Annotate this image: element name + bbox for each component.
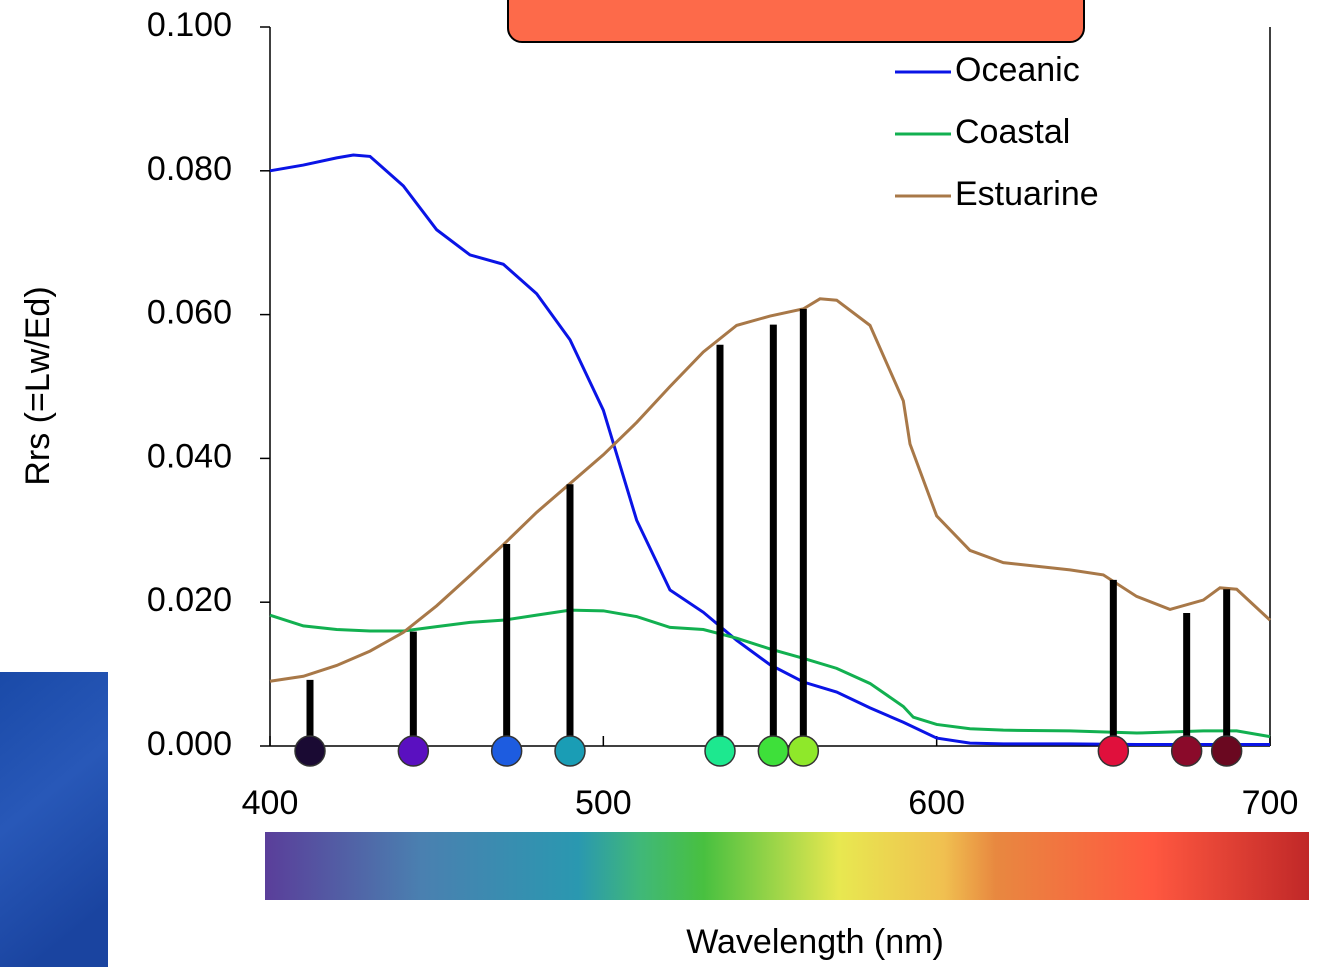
series-line (269, 153, 1270, 747)
band-marker (490, 735, 523, 767)
x-tick-label: 600 (908, 784, 965, 822)
legend-label: Coastal (955, 113, 1070, 151)
title-box (507, 0, 1085, 43)
band-marker (1210, 735, 1243, 767)
band-marker (1170, 735, 1203, 767)
spectrum-bar (265, 832, 1309, 900)
legend-label: Oceanic (955, 51, 1080, 89)
legend-label: Estuarine (955, 175, 1099, 213)
band-marker (757, 735, 790, 767)
series-line (269, 297, 1272, 683)
x-axis-label: Wavelength (nm) (686, 923, 944, 961)
band-marker (294, 735, 326, 767)
band-marker (554, 735, 586, 767)
y-axis-label: Rrs (=Lw/Ed) (19, 286, 57, 485)
x-tick-label: 500 (575, 784, 632, 822)
y-tick-label: 0.060 (147, 294, 232, 332)
x-tick-label: 700 (1242, 784, 1299, 822)
band-marker (704, 735, 736, 767)
x-tick-label: 400 (242, 784, 299, 822)
y-tick-label: 0.020 (147, 581, 232, 619)
y-tick-label: 0.100 (147, 6, 232, 44)
band-marker (787, 735, 820, 767)
y-tick-label: 0.000 (147, 725, 232, 763)
y-tick-label: 0.080 (147, 150, 232, 188)
band-marker (1097, 735, 1130, 767)
band-marker (397, 735, 430, 767)
y-tick-label: 0.040 (147, 437, 232, 475)
ocean-image (0, 672, 108, 967)
series-line (269, 608, 1271, 739)
